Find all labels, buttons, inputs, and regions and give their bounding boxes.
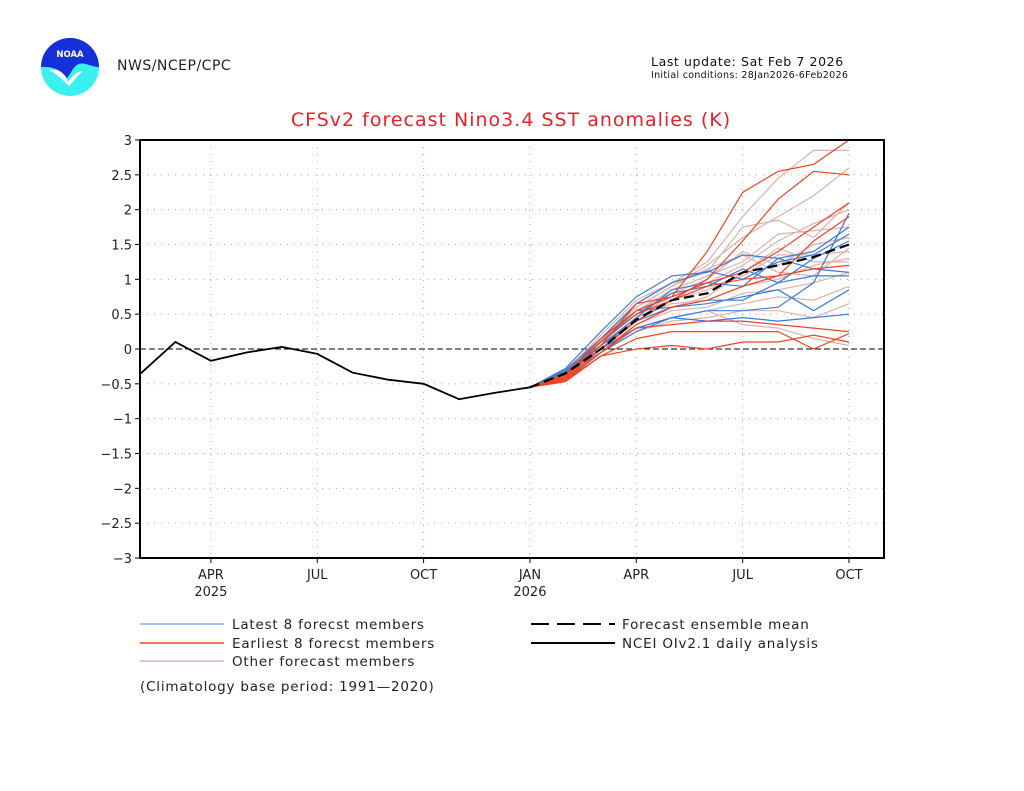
x-tick-label: APR [623, 568, 649, 583]
earliest-member-line [529, 139, 850, 388]
other-member-line [529, 149, 849, 388]
x-tick-label: OCT [835, 568, 862, 583]
y-tick-label: 2 [124, 204, 132, 219]
forecast-members [529, 139, 850, 388]
y-tick-label: 0.5 [111, 308, 132, 323]
logo-upper [41, 38, 99, 78]
x-axis: APR 2025 JUL OCT JAN 2026 APR JUL OCT [194, 558, 863, 600]
x-tick-label: APR [198, 568, 224, 583]
y-tick-label: −1.5 [100, 448, 132, 463]
y-tick-label: −2 [113, 482, 132, 497]
other-member-line [529, 303, 850, 388]
logo-text: NOAA [56, 50, 84, 60]
y-tick-label: 0 [124, 343, 132, 358]
chart-title: CFSv2 forecast Nino3.4 SST anomalies (K) [291, 109, 731, 131]
main-lines [139, 243, 850, 401]
legend-label-earliest: Earliest 8 forecst members [232, 636, 435, 652]
x-tick-year-label: 2025 [194, 585, 227, 600]
latest-member-line [529, 313, 850, 388]
y-tick-label: 1 [124, 273, 132, 288]
logo-bird [49, 69, 83, 86]
x-tick-label: JAN [518, 568, 541, 583]
y-tick-label: −1 [113, 413, 132, 428]
y-axis: 3 2.5 2 1.5 1 0.5 0 −0.5 −1 −1.5 −2 −2.5 −3 [100, 134, 140, 567]
x-tick-label: JUL [306, 568, 328, 583]
legend-label-mean: Forecast ensemble mean [622, 617, 810, 633]
initial-conditions: Initial conditions: 28Jan2026-6Feb2026 [651, 70, 849, 81]
last-update: Last update: Sat Feb 7 2026 [651, 54, 844, 69]
y-tick-label: 1.5 [111, 239, 132, 254]
earliest-member-line [529, 216, 850, 388]
y-tick-label: −2.5 [100, 517, 132, 532]
y-tick-label: −0.5 [100, 378, 132, 393]
y-tick-label: 3 [124, 134, 132, 149]
x-tick-label: JUL [731, 568, 753, 583]
observed-analysis-line [139, 340, 531, 401]
earliest-member-line [529, 202, 850, 388]
earliest-member-line [529, 334, 850, 388]
ensemble-mean-line [529, 243, 850, 389]
latest-member-line [529, 257, 850, 388]
y-tick-label: −3 [113, 552, 132, 567]
x-tick-year-label: 2026 [513, 585, 546, 600]
legend-label-other: Other forecast members [232, 654, 415, 670]
grid-lines [140, 140, 884, 558]
agency-label: NWS/NCEP/CPC [117, 58, 232, 74]
climatology-note: (Climatology base period: 1991—2020) [140, 679, 435, 695]
legend-label-latest: Latest 8 forecst members [232, 617, 425, 633]
earliest-member-line [529, 320, 850, 388]
y-tick-label: 2.5 [111, 169, 132, 184]
x-tick-label: OCT [410, 568, 437, 583]
legend-label-observed: NCEI OIv2.1 daily analysis [622, 636, 819, 652]
noaa-logo: NOAA [41, 38, 99, 96]
legend: Latest 8 forecst members Earliest 8 forec… [140, 617, 819, 695]
